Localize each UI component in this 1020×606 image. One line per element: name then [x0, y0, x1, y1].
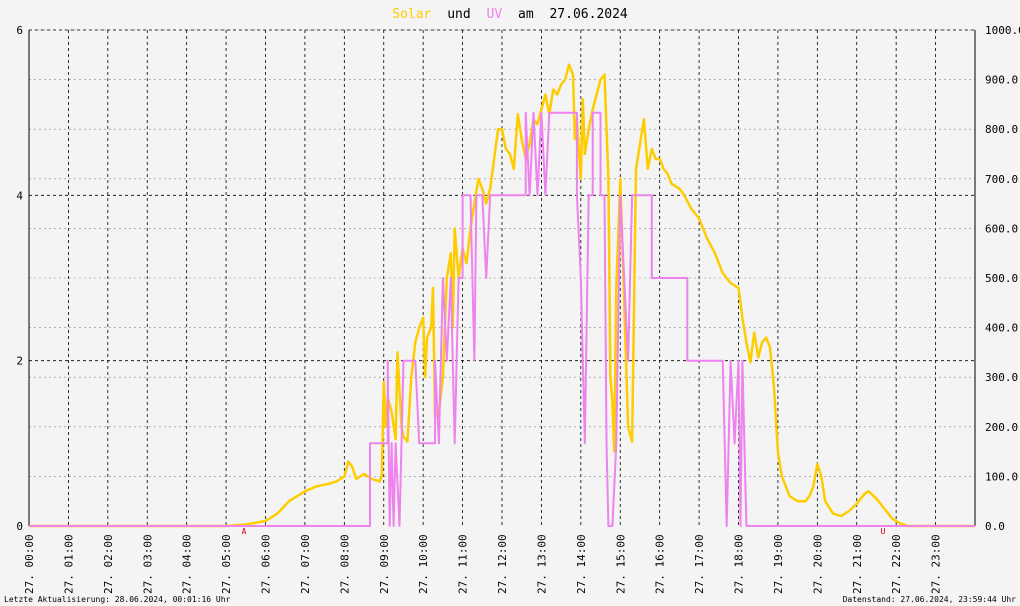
- y-right-tick-label: 0.0: [985, 520, 1005, 533]
- x-tick-label: 27. 13:00: [535, 534, 548, 594]
- chart-title: Solar und UV am 27.06.2024: [392, 7, 628, 22]
- y-left-tick-label: 6: [16, 24, 23, 37]
- sunrise-marker: A: [242, 527, 247, 536]
- x-tick-label: 27. 00:00: [23, 534, 36, 594]
- title-und: und: [447, 7, 470, 22]
- x-tick-label: 27. 15:00: [614, 534, 627, 594]
- x-tick-label: 27. 10:00: [417, 534, 430, 594]
- grid: [29, 29, 975, 526]
- x-tick-label: 27. 03:00: [141, 534, 154, 594]
- title-uv: UV: [487, 7, 503, 22]
- x-tick-label: 27. 16:00: [654, 534, 667, 594]
- x-tick-label: 27. 06:00: [260, 534, 273, 594]
- footer-last-update: Letzte Aktualisierung: 28.06.2024, 00:01…: [4, 595, 231, 604]
- title-am: am: [518, 7, 534, 22]
- y-left-tick-label: 2: [16, 355, 23, 368]
- x-tick-label: 27. 05:00: [220, 534, 233, 594]
- x-tick-label: 27. 22:00: [890, 534, 903, 594]
- x-tick-label: 27. 01:00: [62, 534, 75, 594]
- title-date: 27.06.2024: [549, 7, 627, 22]
- x-tick-label: 27. 08:00: [338, 534, 351, 594]
- x-tick-label: 27. 02:00: [102, 534, 115, 594]
- x-tick-label: 27. 04:00: [181, 534, 194, 594]
- x-tick-label: 27. 12:00: [496, 534, 509, 594]
- series-uv-line: [29, 111, 975, 527]
- x-tick-label: 27. 17:00: [693, 534, 706, 594]
- x-tick-label: 27. 11:00: [457, 534, 470, 594]
- x-tick-label: 27. 14:00: [575, 534, 588, 594]
- y-right-tick-label: 800.0: [985, 123, 1018, 136]
- y-right-tick-label: 500.0: [985, 272, 1018, 285]
- y-right-tick-label: 600.0: [985, 222, 1018, 235]
- y-right-tick-label: 300.0: [985, 371, 1018, 384]
- title-solar: Solar: [392, 7, 431, 22]
- series-solar-line: [29, 63, 975, 528]
- series-layer: [29, 63, 975, 528]
- x-tick-label: 27. 07:00: [299, 534, 312, 594]
- x-tick-label: 27. 21:00: [851, 534, 864, 594]
- y-right-tick-label: 1000.0: [985, 24, 1020, 37]
- x-tick-label: 27. 20:00: [811, 534, 824, 594]
- y-left-tick-label: 0: [16, 520, 23, 533]
- y-right-tick-label: 700.0: [985, 173, 1018, 186]
- x-tick-label: 27. 18:00: [733, 534, 746, 594]
- x-tick-label: 27. 19:00: [772, 534, 785, 594]
- x-tick-label: 27. 23:00: [930, 534, 943, 594]
- tick-labels: 0 2 4 6 0.0 100.0 200.0 300.0 400.0 500.0 600.0 700…: [16, 24, 1020, 594]
- x-tick-label: 27. 09:00: [378, 534, 391, 594]
- footer-data-status: Datenstand: 27.06.2024, 23:59:44 Uhr: [843, 595, 1017, 604]
- y-right-tick-label: 100.0: [985, 470, 1018, 483]
- y-right-tick-label: 400.0: [985, 322, 1018, 335]
- sunset-marker: U: [881, 527, 886, 536]
- y-right-tick-label: 900.0: [985, 74, 1018, 87]
- y-right-tick-label: 200.0: [985, 421, 1018, 434]
- y-left-tick-label: 4: [16, 189, 23, 202]
